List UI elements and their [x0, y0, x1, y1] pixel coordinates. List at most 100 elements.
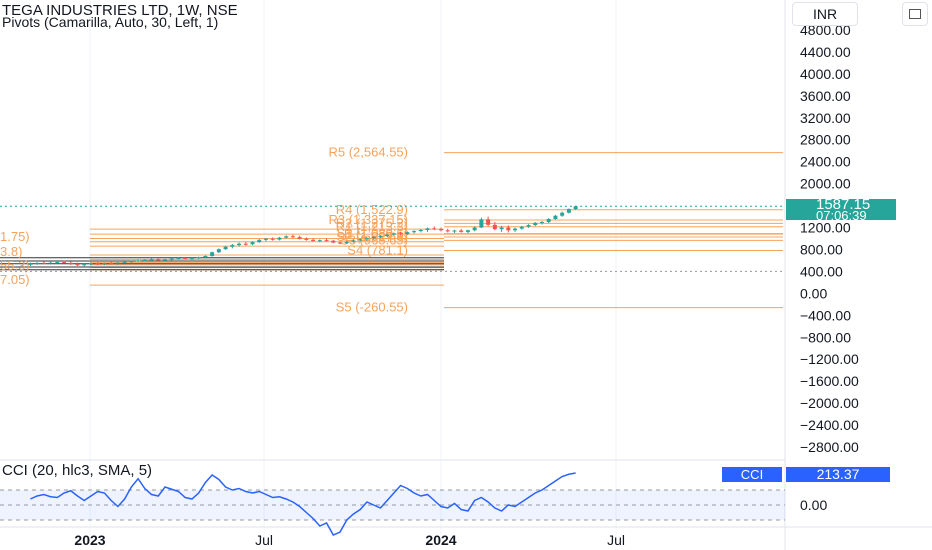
candle-body — [546, 219, 551, 223]
candle-body — [351, 240, 356, 242]
cci-tag-value: 213.37 — [786, 467, 890, 482]
candle-body — [270, 238, 275, 240]
candle-body — [102, 263, 107, 265]
price-axis-tick: 800.00 — [800, 241, 843, 257]
price-axis-tick: 1200.00 — [800, 220, 851, 236]
candle-body — [189, 258, 194, 260]
price-axis-tick: −400.00 — [800, 307, 851, 323]
candle-body — [465, 230, 470, 232]
candle-body — [364, 238, 369, 240]
pivot-label-r1: R1 (1,213.3) — [336, 219, 408, 234]
cci-tag-name: CCI — [722, 467, 782, 482]
candle-body — [539, 222, 544, 224]
last-price-tag: 1587.15 07:06:39 — [786, 196, 896, 223]
pivot-label-r5: R5 (2,564.55) — [329, 145, 409, 160]
pivot-label-p: P (1,080.6) — [344, 226, 408, 241]
price-axis-tick: 3200.00 — [800, 110, 851, 126]
candle-body — [88, 263, 93, 265]
candle-body — [75, 264, 80, 266]
candle-body — [344, 241, 349, 244]
candle-body — [183, 257, 188, 259]
candle-body — [526, 225, 531, 227]
candle-body — [385, 234, 390, 237]
candle-body — [129, 260, 134, 262]
candle-body — [62, 262, 67, 264]
candle-body — [560, 212, 565, 216]
candle-body — [425, 228, 430, 230]
price-axis-tick: 4400.00 — [800, 44, 851, 60]
price-axis-tick: −2400.00 — [800, 417, 859, 433]
cci-axis-tick: 0.00 — [800, 497, 827, 513]
candle-body — [290, 236, 295, 238]
candle-body — [317, 240, 322, 242]
cci-indicator-label[interactable]: CCI (20, hlc3, SMA, 5) — [2, 462, 153, 479]
candle-body — [122, 261, 127, 263]
candle-body — [573, 206, 578, 210]
candle-body — [41, 262, 46, 264]
maximize-button[interactable] — [902, 2, 928, 26]
time-axis-tick: 2023 — [74, 532, 105, 548]
candle-body — [163, 259, 168, 261]
candle-body — [277, 237, 282, 240]
candle-body — [263, 238, 268, 240]
candle-body — [109, 263, 114, 265]
candle-body — [142, 259, 147, 261]
candle-body — [95, 263, 100, 265]
last-price: 1587.15 — [816, 196, 871, 213]
candle-body — [203, 256, 208, 258]
price-axis-tick: −1200.00 — [800, 351, 859, 367]
price-axis-tick: −800.00 — [800, 329, 851, 345]
candle-body — [391, 233, 396, 235]
candle-body — [223, 246, 228, 250]
candle-body — [196, 257, 201, 259]
candle-body — [28, 263, 33, 265]
candle-body — [566, 209, 571, 213]
candle-body — [519, 226, 524, 229]
cci-value-tag: CCI 213.37 — [722, 467, 890, 482]
price-axis-tick: −2800.00 — [800, 439, 859, 455]
time-axis-tick: Jul — [255, 532, 273, 548]
price-axis-tick: 0.00 — [800, 285, 827, 301]
pivots-indicator-label[interactable]: Pivots (Camarilla, Auto, 30, Left, 1) — [2, 14, 219, 30]
candle-body — [472, 227, 477, 231]
price-axis-tick: −2000.00 — [800, 395, 859, 411]
price-axis-tick: 400.00 — [800, 263, 843, 279]
candle-body — [432, 228, 437, 230]
bar-countdown: 07:06:39 — [816, 208, 867, 223]
pivot-label-r4: R4 (1,522.9) — [336, 202, 408, 217]
pivot-label-r2: R2 (1,275.2) — [336, 215, 408, 230]
maximize-icon — [909, 9, 921, 19]
pivot-label-s3: S3 (965.65) — [340, 232, 408, 247]
candle-body — [243, 243, 248, 245]
candle-body — [68, 262, 73, 265]
pivot-label-prev: 1.75) — [0, 229, 30, 244]
price-axis-tick: 4000.00 — [800, 66, 851, 82]
candle-body — [297, 237, 302, 239]
pivot-label-s2: S2 (1,027.6) — [336, 229, 408, 244]
candle-body — [398, 233, 403, 235]
candle-body — [169, 258, 174, 260]
candle-body — [35, 262, 40, 264]
time-axis-tick: 2024 — [425, 532, 456, 548]
candle-body — [479, 219, 484, 228]
candle-body — [210, 252, 215, 257]
candle-body — [452, 230, 457, 232]
candle-body — [358, 239, 363, 241]
cci-line — [30, 472, 576, 536]
currency-selector[interactable]: INR — [792, 2, 858, 26]
candle-body — [331, 240, 336, 243]
candle-body — [445, 230, 450, 232]
candle-body — [553, 215, 558, 220]
pivot-label-prev: 7.05) — [0, 272, 30, 287]
candle-body — [55, 262, 60, 264]
candle-body — [230, 245, 235, 247]
candle-body — [338, 242, 343, 244]
candle-body — [257, 239, 262, 243]
pivot-label-prev: 3.8) — [0, 244, 22, 259]
candle-body — [237, 243, 242, 246]
candle-body — [439, 229, 443, 231]
candle-body — [459, 230, 464, 232]
price-axis-tick: 2800.00 — [800, 132, 851, 148]
candle-body — [492, 224, 497, 230]
